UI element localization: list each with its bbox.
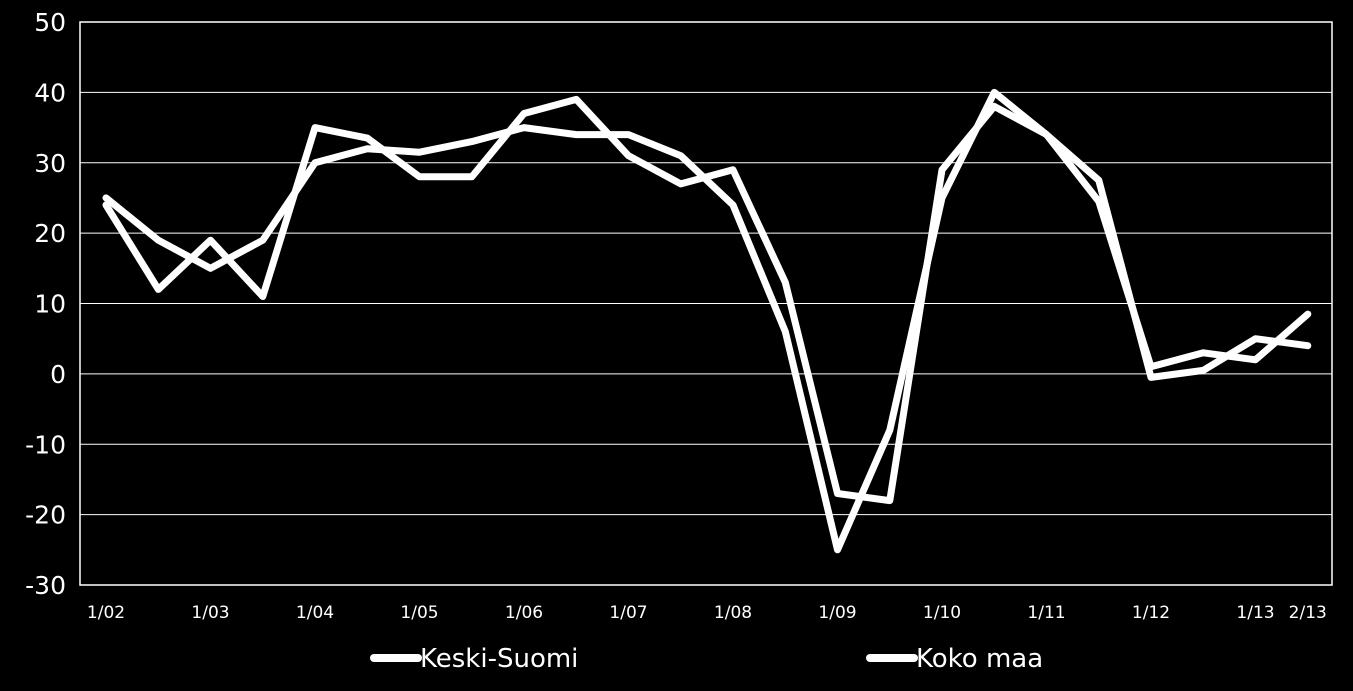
x-tick-label: 2/13 bbox=[1289, 603, 1327, 623]
x-tick-label: 1/04 bbox=[296, 603, 334, 623]
x-tick-label: 1/03 bbox=[191, 603, 229, 623]
legend-label-1: Keski-Suomi bbox=[420, 644, 578, 674]
gridlines bbox=[80, 91, 1332, 516]
y-tick-label: 0 bbox=[50, 360, 66, 389]
x-axis-tick-labels: 1/02 1/03 1/04 1/05 1/06 1/07 1/08 1/09 1/10 1/11… bbox=[87, 603, 1327, 623]
x-tick-label: 1/09 bbox=[818, 603, 856, 623]
y-tick-label: 20 bbox=[34, 219, 66, 248]
x-tick-label: 1/13 bbox=[1236, 603, 1274, 623]
series-line-2 bbox=[102, 88, 1312, 554]
y-tick-label: 10 bbox=[34, 290, 66, 319]
y-tick-label: -20 bbox=[25, 501, 66, 530]
x-tick-label: 1/08 bbox=[714, 603, 752, 623]
y-tick-label: -10 bbox=[25, 430, 66, 459]
x-tick-label: 1/02 bbox=[87, 603, 125, 623]
series-lines bbox=[102, 88, 1312, 554]
x-tick-label: 1/10 bbox=[923, 603, 961, 623]
y-axis-tick-labels: -30 -20 -10 0 10 20 30 40 50 bbox=[25, 8, 66, 600]
y-tick-label: 30 bbox=[34, 149, 66, 178]
x-tick-label: 1/11 bbox=[1027, 603, 1065, 623]
legend-label-2: Koko maa bbox=[916, 644, 1043, 674]
x-tick-label: 1/12 bbox=[1132, 603, 1170, 623]
x-tick-label: 1/06 bbox=[505, 603, 543, 623]
x-tick-label: 1/07 bbox=[609, 603, 647, 623]
y-tick-label: 40 bbox=[34, 78, 66, 107]
x-tick-label: 1/05 bbox=[400, 603, 438, 623]
y-tick-label: 50 bbox=[34, 8, 66, 37]
y-tick-label: -30 bbox=[25, 571, 66, 600]
legend: Keski-Suomi Koko maa bbox=[370, 644, 1043, 674]
